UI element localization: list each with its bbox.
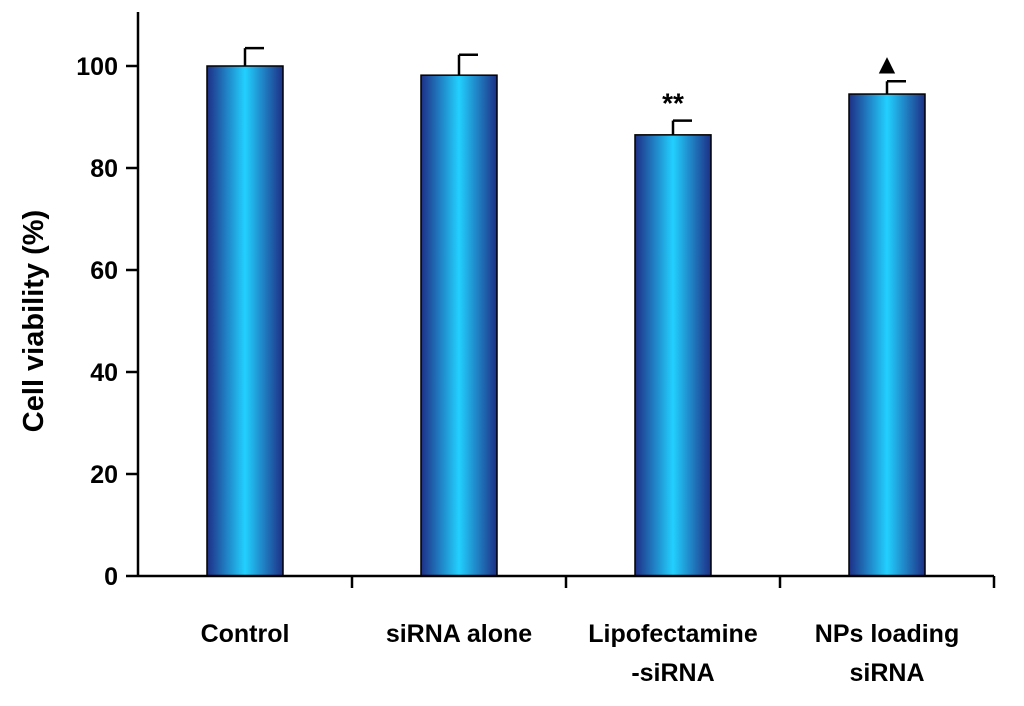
bar-3 <box>848 93 926 577</box>
x-tick-label-3-line-1: siRNA <box>849 659 924 687</box>
x-tick-label-2-line-0: Lipofectamine <box>588 620 758 648</box>
bar-2 <box>634 134 712 577</box>
y-axis-title: Cell viability (%) <box>18 210 50 432</box>
y-tick-label-1: 20 <box>90 461 118 489</box>
y-tick-label-4: 80 <box>90 155 118 183</box>
x-tick-label-0: Control <box>201 620 290 648</box>
y-tick-label-5: 100 <box>76 53 118 81</box>
bar-0 <box>206 65 284 577</box>
x-tick-label-1: siRNA alone <box>386 620 532 648</box>
y-tick-label-3: 60 <box>90 257 118 285</box>
y-tick-label-0: 0 <box>104 563 118 591</box>
y-tick-label-2: 40 <box>90 359 118 387</box>
x-tick-label-3-line-0: NPs loading <box>815 620 959 648</box>
significance-marker-2: ** <box>662 88 684 119</box>
x-tick-label-2-line-1: -siRNA <box>631 659 714 687</box>
bar-1 <box>420 74 498 577</box>
significance-marker-3: ▲ <box>873 48 901 79</box>
